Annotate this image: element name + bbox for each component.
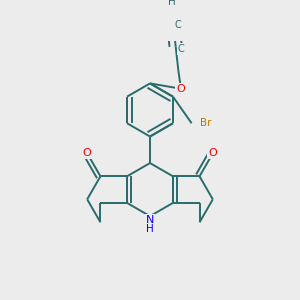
Text: O: O [83, 148, 92, 158]
Text: O: O [177, 84, 185, 94]
Text: H: H [168, 0, 176, 8]
Text: H: H [146, 224, 154, 234]
Text: C: C [178, 44, 184, 54]
Text: C: C [175, 20, 182, 30]
Text: N: N [146, 215, 154, 225]
Text: Br: Br [200, 118, 212, 128]
Text: O: O [208, 148, 217, 158]
